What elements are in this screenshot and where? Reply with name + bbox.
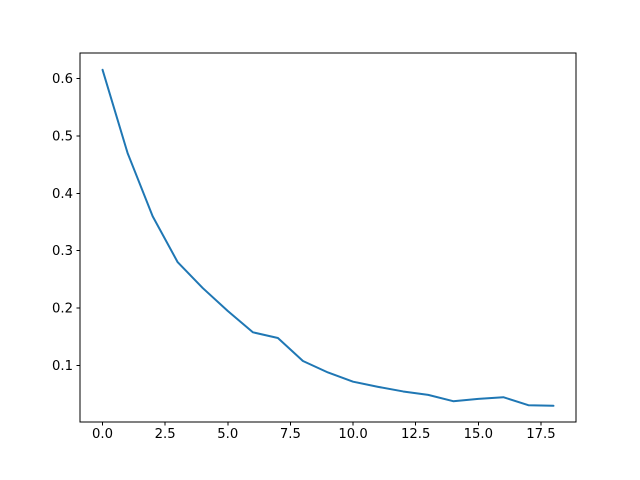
x-tick-label: 17.5: [526, 427, 555, 442]
x-tick-label: 0.0: [92, 427, 113, 442]
data-line-series-1: [101, 68, 555, 407]
x-tick-label: 15.0: [464, 427, 493, 442]
x-tick-label: 7.5: [280, 427, 301, 442]
y-tick-label: 0.2: [52, 302, 73, 317]
x-tick-label: 2.5: [155, 427, 176, 442]
tick-labels: 0.0 2.5 5.0 7.5 10.0 12.5 15.0 17.5 0.1 0.2 0.3 0.4…: [52, 72, 556, 442]
y-tick-label: 0.6: [52, 72, 73, 87]
y-tick-label: 0.1: [52, 359, 73, 374]
x-tick-label: 5.0: [217, 427, 238, 442]
axes-spines: [79, 52, 577, 423]
axes-background: [80, 53, 576, 422]
tick-marks: [76, 77, 542, 426]
y-tick-label: 0.3: [52, 244, 73, 259]
x-tick-label: 10.0: [338, 427, 367, 442]
y-tick-label: 0.5: [52, 129, 73, 144]
y-tick-label: 0.4: [52, 187, 73, 202]
x-tick-label: 12.5: [401, 427, 430, 442]
